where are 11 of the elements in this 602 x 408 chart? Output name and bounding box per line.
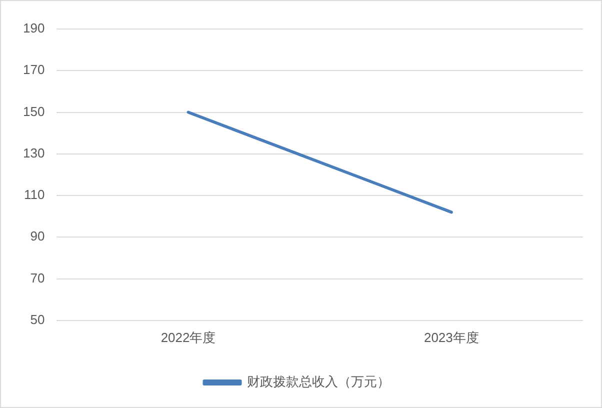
- y-tick-label: 110: [24, 187, 45, 202]
- y-tick-label: 150: [22, 104, 45, 119]
- legend-label: 财政拨款总收入（万元）: [246, 374, 390, 390]
- y-tick-label: 90: [30, 228, 45, 244]
- y-tick-label: 50: [30, 312, 45, 327]
- y-tick-label: 70: [30, 270, 45, 286]
- x-tick-label: 2023年度: [424, 330, 479, 345]
- y-tick-label: 190: [22, 20, 45, 36]
- y-tick-label: 170: [22, 62, 45, 78]
- y-tick-label: 130: [22, 145, 45, 160]
- x-tick-label: 2022年度: [160, 330, 216, 345]
